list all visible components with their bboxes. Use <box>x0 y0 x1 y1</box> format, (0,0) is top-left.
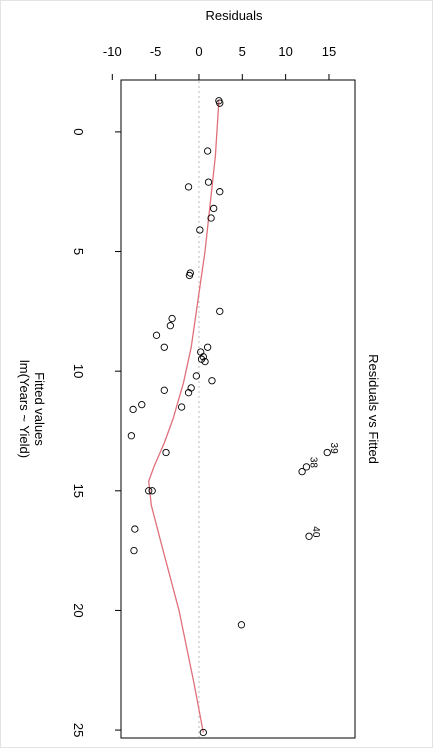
residual-point-36 <box>131 525 139 533</box>
residual-tick-label-5: 15 <box>322 44 336 59</box>
chart-title: Residuals vs Fitted <box>366 354 381 464</box>
residual-point-21 <box>192 372 201 380</box>
fitted-tick-label-3: 15 <box>71 484 86 498</box>
residual-point-13 <box>166 322 175 330</box>
residual-point-22 <box>208 377 216 385</box>
fitted-tick-label-4: 20 <box>71 603 86 617</box>
point-label-40: 40 <box>310 526 321 538</box>
residual-point-35 <box>148 487 156 495</box>
residual-point-33 <box>298 468 306 476</box>
residual-point-25 <box>184 389 193 397</box>
residual-tick-label-4: 10 <box>278 44 292 59</box>
residual-point-24 <box>160 386 168 394</box>
fitted-tick-label-0: 0 <box>71 128 86 135</box>
residual-point-3 <box>204 178 213 186</box>
axes-layer: -10 -5 0 5 10 15 0 5 10 15 20 25 <box>71 44 336 737</box>
x-axis-title: Fitted values <box>32 372 47 446</box>
fitted-tick-label-5: 25 <box>71 723 86 737</box>
residual-tick-label-2: 0 <box>195 44 202 59</box>
smooth-trend-line <box>148 100 220 733</box>
smooth-line-layer <box>148 100 220 733</box>
residual-tick-label-0: -10 <box>103 44 122 59</box>
fitted-tick-label-1: 5 <box>71 248 86 255</box>
residual-point-12 <box>168 314 176 323</box>
residual-point-11 <box>216 307 224 315</box>
residual-point-2 <box>203 147 212 155</box>
x-axis-subtitle: lm(Years ~ Yield) <box>17 360 32 458</box>
plot-box <box>120 79 356 739</box>
residual-point-31 <box>323 448 331 457</box>
residual-point-1 <box>216 99 224 107</box>
points-layer: 39 38 40 <box>127 97 339 737</box>
residual-point-29 <box>127 432 136 440</box>
residual-point-14 <box>152 331 161 339</box>
residual-point-8 <box>196 226 204 234</box>
point-label-38: 38 <box>307 457 318 469</box>
residual-point-37 <box>305 532 313 540</box>
residual-point-15 <box>160 343 168 351</box>
residual-point-34 <box>145 487 153 495</box>
residual-point-38 <box>130 546 138 555</box>
residual-point-39 <box>237 621 246 629</box>
residual-point-5 <box>216 188 224 196</box>
residual-tick-label-1: -5 <box>150 44 162 59</box>
residual-point-28 <box>129 405 137 414</box>
y-axis-title: Residuals <box>205 8 263 23</box>
residual-tick-label-3: 5 <box>239 44 246 59</box>
residual-point-26 <box>138 401 146 409</box>
point-label-39: 39 <box>328 443 339 455</box>
residual-point-20 <box>201 357 209 366</box>
residual-point-18 <box>199 353 207 361</box>
residual-point-30 <box>162 448 170 457</box>
residual-point-40 <box>199 728 207 737</box>
residual-point-7 <box>207 214 215 222</box>
residual-point-6 <box>210 204 218 213</box>
residual-point-16 <box>203 343 212 351</box>
residual-point-4 <box>184 183 193 191</box>
fitted-tick-label-2: 10 <box>71 364 86 378</box>
residual-point-32 <box>302 463 311 471</box>
residual-point-27 <box>177 403 186 411</box>
residual-point-10 <box>185 271 194 280</box>
